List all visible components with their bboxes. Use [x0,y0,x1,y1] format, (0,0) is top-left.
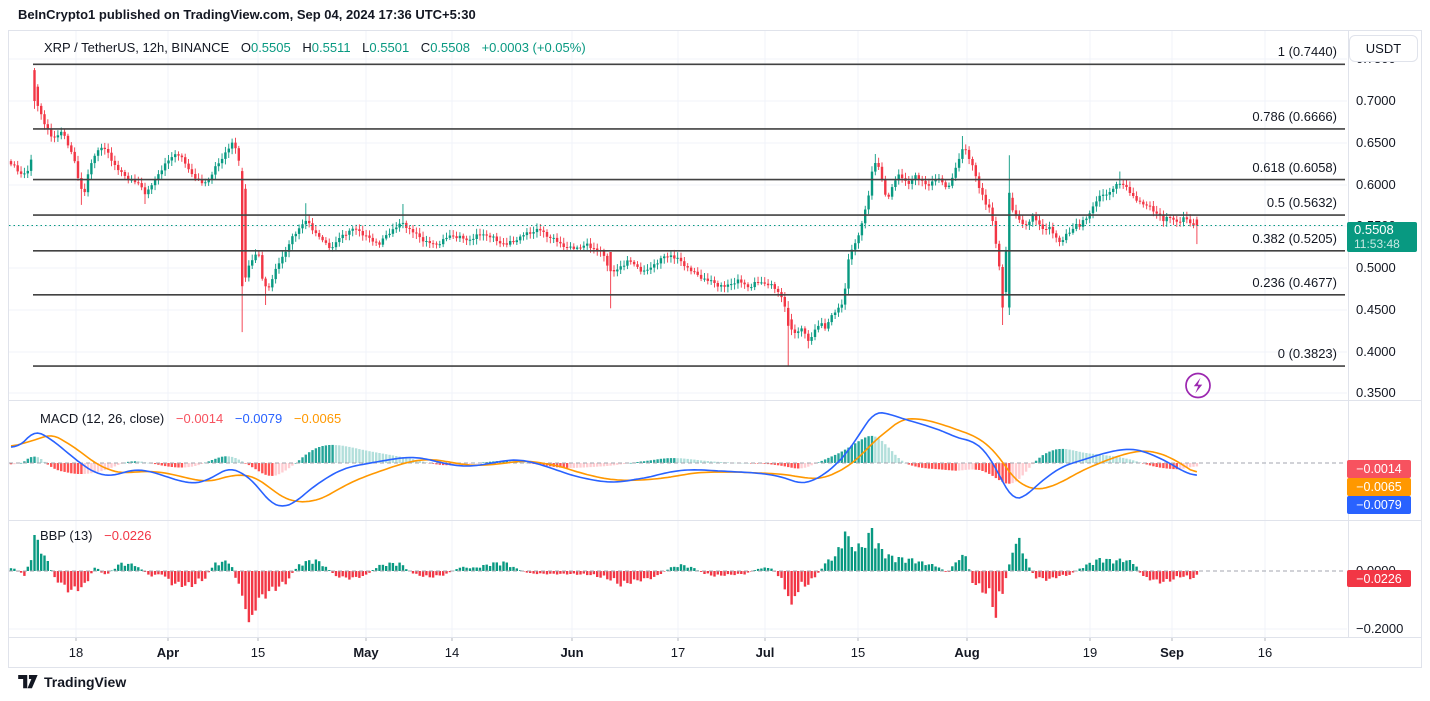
tradingview-brand-text: TradingView [44,674,127,690]
time-scale[interactable]: 18 Apr 15 May 14 Jun 17 Jul 15 Aug 19 Sep 16 [9,637,1421,668]
candlestick-series [9,68,1199,367]
time-tick-label: Sep [1160,645,1184,660]
bbp-histogram [9,528,1199,623]
time-tick-label: 19 [1082,645,1098,660]
price-tick-label: 0.3500 [1356,385,1396,400]
time-tick-label: 15 [850,645,866,660]
ohlc-close: C0.5508 [420,40,470,55]
macd-line [10,411,1198,507]
macd-hist-value: −0.0014 [175,411,224,426]
time-tick-label: 18 [68,645,84,660]
macd-signal-badge: −0.0065 [1347,478,1411,496]
macd-signal-value: −0.0065 [293,411,342,426]
symbol-title: XRP / TetherUS, 12h, BINANCE [44,40,230,55]
time-tick-label: May [353,645,379,660]
time-tick-label: Jun [560,645,584,660]
chart-card [8,30,1422,668]
time-tick-label: 14 [444,645,460,660]
price-tick-label: 0.4500 [1356,302,1396,317]
currency-toggle-button[interactable]: USDT [1349,35,1418,62]
tradingview-attribution[interactable]: TradingView [18,674,126,690]
time-tick-label: Aug [954,645,980,660]
ohlc-low: L0.5501 [362,40,410,55]
tradingview-logo-icon [18,675,38,689]
price-tick-label: 0.6000 [1356,177,1396,192]
attribution-text: BeInCrypto1 published on TradingView.com… [18,7,476,22]
price-tick-label: 0.5000 [1356,260,1396,275]
flash-event-marker[interactable] [1185,372,1211,399]
price-tick-label: 0.4000 [1356,344,1396,359]
last-price-badge: 0.5508 11:53:48 [1347,222,1417,252]
time-tick-label: 15 [250,645,266,660]
bbp-legend: BBP (13) −0.0226 [40,528,152,543]
macd-signal-line [10,417,1198,503]
bbp-value-badge: −0.0226 [1347,570,1411,587]
price-tick-label: 0.6500 [1356,135,1396,150]
macd-hist-badge: −0.0014 [1347,460,1411,478]
grid [9,31,1347,637]
change-value: +0.0003 (+0.05%) [481,40,586,55]
macd-legend: MACD (12, 26, close) −0.0014 −0.0079 −0.… [40,411,341,426]
macd-line-value: −0.0079 [234,411,283,426]
macd-line-badge: −0.0079 [1347,496,1411,514]
price-tick-label: 0.7000 [1356,93,1396,108]
ohlc-high: H0.5511 [302,40,351,55]
macd-histogram [9,435,1199,484]
ohlc-open: O0.5505 [240,40,291,55]
macd-title: MACD (12, 26, close) [40,411,165,426]
price-scale[interactable]: 0.75000.70000.65000.60000.55000.50000.45… [1348,31,1421,637]
time-tick-label: 17 [670,645,686,660]
bbp-tick-label: −0.2000 [1356,621,1404,636]
symbol-legend: XRP / TetherUS, 12h, BINANCE O0.5505 H0.… [44,40,586,55]
fib-retracement[interactable] [33,63,1345,367]
time-tick-label: Apr [156,645,180,660]
bar-countdown: 11:53:48 [1354,237,1400,251]
time-tick-label: 16 [1257,645,1273,660]
bbp-title: BBP (13) [40,528,93,543]
last-price-value: 0.5508 [1354,222,1394,237]
time-tick-label: Jul [755,645,775,660]
bbp-value: −0.0226 [104,528,152,543]
